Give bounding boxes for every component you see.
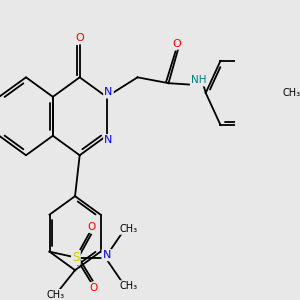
Text: NH: NH [191,75,206,85]
Text: S: S [72,251,80,264]
Text: CH₃: CH₃ [282,88,300,98]
Text: O: O [75,33,84,43]
Text: O: O [172,39,181,49]
Text: O: O [87,222,96,232]
Text: CH₃: CH₃ [120,281,138,291]
Text: N: N [104,135,112,145]
Text: N: N [103,250,111,260]
Text: CH₃: CH₃ [120,224,138,234]
Text: O: O [89,283,97,293]
Text: N: N [104,87,112,98]
Text: CH₃: CH₃ [47,290,65,300]
